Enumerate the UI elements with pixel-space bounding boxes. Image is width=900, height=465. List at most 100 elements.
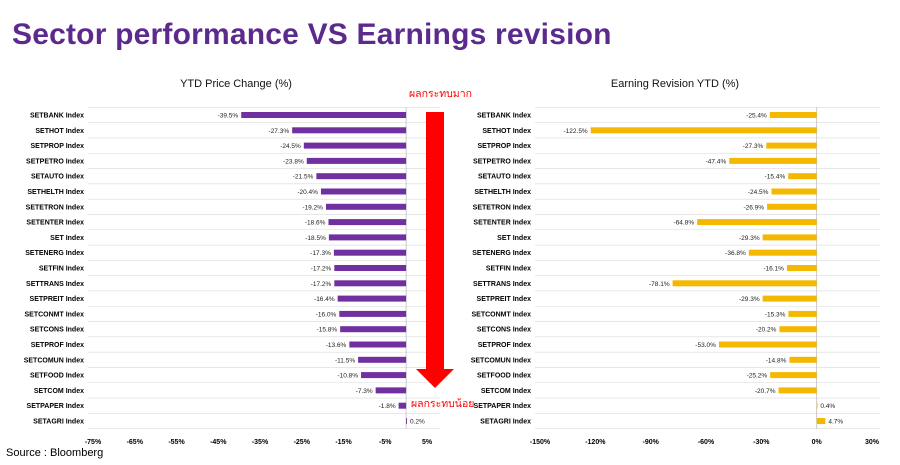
category-label: SETCONMT Index (24, 311, 84, 318)
data-label: -16.1% (763, 266, 784, 273)
bar (748, 249, 817, 256)
data-label: -13.6% (326, 342, 347, 349)
category-label: SETAGRI Index (480, 419, 531, 426)
arrow-shaft (426, 112, 444, 369)
bar (320, 188, 407, 195)
category-label: SETHELTH Index (474, 189, 531, 196)
x-tick-label: -45% (210, 439, 227, 446)
category-label: SETPROF Index (478, 342, 531, 349)
bar (292, 127, 407, 134)
bar (333, 249, 407, 256)
bar (349, 341, 407, 348)
bar (337, 295, 407, 302)
category-label: SETPAPER Index (474, 403, 532, 410)
data-label: -25.2% (747, 373, 768, 380)
bar (766, 142, 817, 149)
category-label: SET Index (497, 235, 531, 242)
bar (340, 326, 407, 333)
data-label: -11.5% (335, 357, 355, 364)
category-label: SETCOM Index (481, 388, 531, 395)
data-label: -26.9% (743, 204, 764, 211)
bar (697, 219, 817, 226)
x-tick-label: -120% (585, 439, 606, 446)
source-note: Source : Bloomberg (6, 447, 104, 459)
price-change-chart: YTD Price Change (%) SETBANK Index -39.5% S… (24, 78, 475, 446)
data-label: -122.5% (564, 128, 588, 135)
data-label: -18.6% (305, 220, 326, 227)
data-label: -23.8% (283, 158, 304, 165)
x-tick-label: -55% (168, 439, 185, 446)
bar (779, 326, 817, 333)
category-label: SETFOOD Index (477, 373, 531, 380)
data-label: -15.3% (765, 311, 786, 318)
category-label: SETPROP Index (30, 143, 84, 150)
data-label: -27.3% (743, 143, 764, 150)
bar (718, 341, 817, 348)
category-label: SETCONS Index (477, 327, 531, 334)
category-label: SETFOOD Index (30, 373, 84, 380)
data-label: -24.5% (748, 189, 769, 196)
data-label: -1.8% (379, 403, 396, 410)
bar (334, 280, 407, 287)
category-label: SETHOT Index (482, 128, 531, 135)
category-label: SETCOM Index (34, 388, 84, 395)
chart-title: YTD Price Change (%) (180, 78, 292, 90)
x-tick-label: -15% (335, 439, 352, 446)
x-tick-label: -30% (753, 439, 770, 446)
annotation-high-impact: ผลกระทบมาก (409, 88, 472, 100)
arrow-head (416, 369, 454, 388)
bar (729, 157, 817, 164)
bar (786, 265, 817, 271)
bar (767, 203, 817, 210)
data-label: 0.4% (820, 403, 835, 410)
category-label: SETTRANS Index (26, 281, 84, 288)
category-label: SETPREIT Index (477, 296, 532, 303)
bar (762, 295, 817, 302)
data-label: -78.1% (649, 281, 670, 288)
x-tick-label: -75% (85, 439, 102, 446)
bar (771, 188, 817, 195)
data-label: -29.3% (739, 296, 760, 303)
data-label: -29.3% (739, 235, 760, 242)
bar (789, 356, 817, 363)
bar (328, 234, 407, 241)
bar (303, 142, 407, 149)
category-label: SET Index (50, 235, 84, 242)
x-tick-label: 0% (812, 439, 823, 446)
data-label: -16.4% (314, 296, 335, 303)
data-label: -17.2% (311, 266, 332, 273)
data-label: -27.3% (269, 128, 290, 135)
x-tick-label: -65% (127, 439, 144, 446)
category-label: SETPETRO Index (26, 158, 84, 165)
data-label: -53.0% (695, 342, 716, 349)
data-label: -20.4% (297, 189, 318, 196)
bar (306, 157, 407, 164)
category-label: SETCONMT Index (471, 311, 531, 318)
data-label: -20.7% (755, 388, 776, 395)
category-label: SETCOMUN Index (471, 357, 531, 364)
category-label: SETCONS Index (30, 327, 84, 334)
data-label: -39.5% (218, 113, 239, 120)
category-label: SETENTER Index (473, 220, 531, 227)
data-label: -18.5% (305, 235, 326, 242)
data-label: 4.7% (828, 419, 843, 426)
category-label: SETHELTH Index (27, 189, 84, 196)
category-label: SETTRANS Index (473, 281, 531, 288)
category-label: SETETRON Index (473, 204, 531, 211)
bar (339, 310, 407, 317)
category-label: SETPROP Index (477, 143, 531, 150)
annotation-low-impact: ผลกระทบน้อย (411, 398, 474, 410)
data-label: -20.2% (756, 327, 777, 334)
bar (375, 387, 407, 394)
bar (358, 356, 407, 363)
data-label: 0.2% (410, 419, 425, 426)
x-tick-label: 30% (865, 439, 880, 446)
bar (590, 127, 817, 134)
bar (769, 112, 817, 118)
category-label: SETAUTO Index (478, 174, 531, 181)
category-label: SETENTER Index (26, 220, 84, 227)
data-label: -64.8% (674, 220, 695, 227)
category-label: SETHOT Index (35, 128, 84, 135)
bar (672, 280, 817, 287)
x-tick-label: -35% (252, 439, 269, 446)
